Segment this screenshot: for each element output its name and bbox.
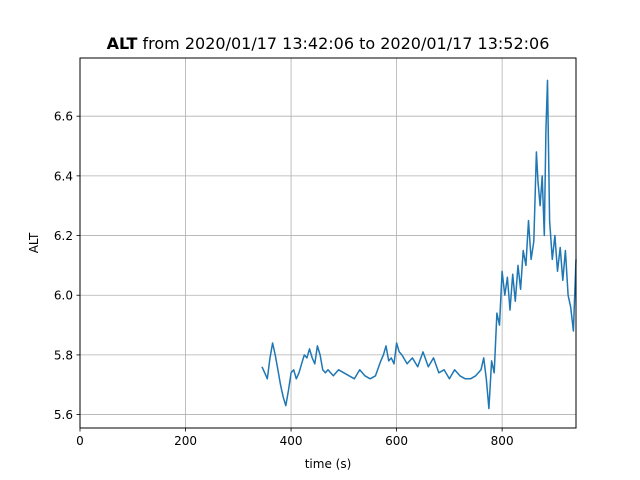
x-tick-label: 600 — [385, 434, 408, 448]
data-series-line — [261, 79, 577, 410]
x-tick-label: 800 — [491, 434, 514, 448]
y-tick-label: 5.8 — [54, 348, 73, 362]
chart-title-rest: from 2020/01/17 13:42:06 to 2020/01/17 1… — [137, 34, 549, 53]
y-tick-label: 6.4 — [54, 169, 73, 183]
grid — [79, 58, 576, 428]
y-tick-label: 6.6 — [54, 110, 73, 124]
plot-frame — [79, 57, 577, 429]
y-axis-label: ALT — [27, 232, 41, 253]
ticks: 0 200 400 600 800 5.6 5.8 6.0 6.2 6.4 6.6 — [54, 110, 514, 448]
x-tick-label: 200 — [174, 434, 197, 448]
x-axis-label: time (s) — [305, 457, 352, 471]
y-tick-label: 6.2 — [54, 229, 73, 243]
x-tick-label: 0 — [76, 434, 84, 448]
x-tick-label: 400 — [280, 434, 303, 448]
y-tick-label: 6.0 — [54, 289, 73, 303]
chart-title-bold: ALT — [107, 34, 138, 53]
chart-title: ALT from 2020/01/17 13:42:06 to 2020/01/… — [107, 34, 550, 53]
y-tick-label: 5.6 — [54, 408, 73, 422]
series-layer — [261, 79, 577, 410]
